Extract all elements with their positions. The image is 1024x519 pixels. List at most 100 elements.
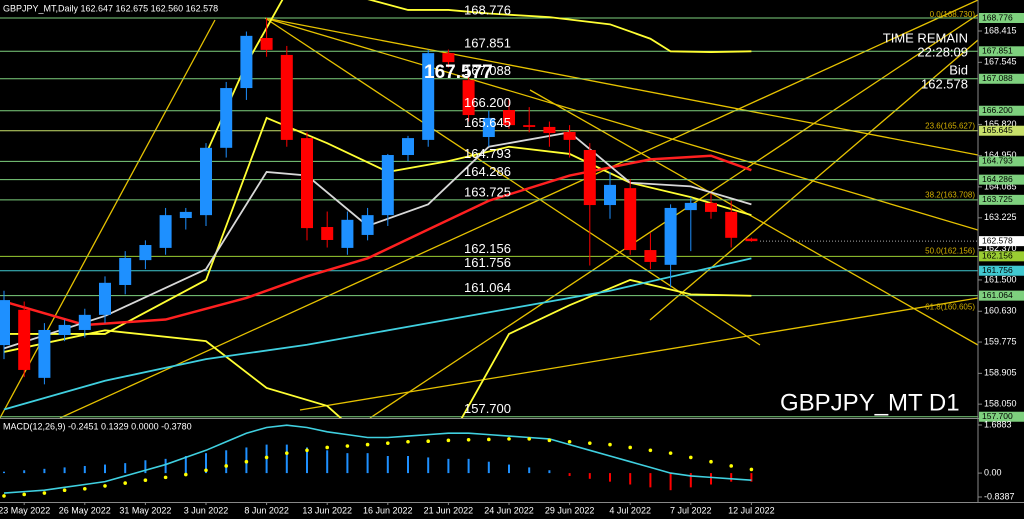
overlay-line xyxy=(205,0,752,155)
macd-signal-dot xyxy=(668,451,673,455)
macd-signal-dot xyxy=(588,441,592,445)
candle-body xyxy=(624,188,637,251)
macd-y-tick-label: 0.00 xyxy=(984,467,1002,477)
y-tick-label: 168.415 xyxy=(984,25,1017,35)
x-tick-label: 26 May 2022 xyxy=(59,505,111,515)
macd-signal-dot xyxy=(184,472,188,477)
x-tick-label: 12 Jul 2022 xyxy=(728,505,775,515)
trendline xyxy=(529,89,978,346)
candle-body xyxy=(119,257,132,285)
plot xyxy=(0,0,978,418)
candle-body xyxy=(543,126,556,134)
macd-bar xyxy=(225,450,228,474)
macd-bar xyxy=(548,470,551,474)
candle-body xyxy=(139,245,152,261)
y-tick-label: 163.225 xyxy=(984,212,1017,222)
level-box xyxy=(979,174,1024,185)
timer-title: TIME REMAIN xyxy=(883,30,968,45)
macd-signal-dot xyxy=(244,459,249,464)
macd-signal-dot xyxy=(446,438,451,443)
y-tick-label: 162.370 xyxy=(984,243,1017,253)
macd-bar xyxy=(750,473,753,482)
macd-signal-dot xyxy=(466,437,471,442)
level-box xyxy=(979,125,1024,136)
level-box-label: 157.700 xyxy=(982,411,1013,421)
x-tick-label: 3 Jun 2022 xyxy=(184,505,229,515)
y-tick-label: 158.050 xyxy=(984,399,1017,409)
macd-bar xyxy=(63,467,66,474)
macd-label: MACD(12,26,9) -0.2451 0.1329 0.0000 -0.3… xyxy=(3,421,192,431)
candle-body xyxy=(664,207,677,265)
macd-bar xyxy=(528,467,531,474)
x-tick-label: 23 May 2022 xyxy=(0,505,50,515)
candle-body xyxy=(745,238,758,242)
level-box xyxy=(979,411,1024,422)
level-box-label: 166.200 xyxy=(982,105,1013,115)
macd-bar xyxy=(669,473,672,491)
candle-body xyxy=(200,147,212,216)
macd-signal-dot xyxy=(2,494,6,498)
macd-signal-dot xyxy=(547,438,552,443)
symbol-label: GBPJPY_MT D1 xyxy=(780,389,960,416)
fib-label: 50.0(162.156) xyxy=(925,246,975,255)
macd-signal-dot xyxy=(305,448,309,453)
level-label: 165.645 xyxy=(464,115,511,130)
level-box-label: 164.286 xyxy=(982,174,1013,184)
macd-line xyxy=(3,424,752,494)
macd-y-tick-label: -0.8387 xyxy=(984,491,1015,501)
macd-signal-dot xyxy=(204,468,208,473)
macd-signal-dot xyxy=(608,442,612,447)
macd-bar xyxy=(649,473,652,488)
macd-signal-dot xyxy=(648,448,653,453)
macd-bar xyxy=(386,456,389,474)
candle-body xyxy=(99,282,111,315)
trendline xyxy=(59,0,978,418)
level-box xyxy=(979,251,1024,262)
candle-body xyxy=(583,149,596,206)
level-box-label: 163.725 xyxy=(982,194,1013,204)
macd-bar xyxy=(568,473,571,476)
level-label: 161.756 xyxy=(464,255,511,270)
macd-bar xyxy=(124,463,127,474)
candle-body xyxy=(280,54,293,140)
candle-body xyxy=(523,125,536,127)
level-box xyxy=(979,73,1024,84)
candle-body xyxy=(684,202,697,211)
level-box-label: 164.793 xyxy=(982,156,1013,166)
x-tick-label: 4 Jul 2022 xyxy=(609,505,651,515)
level-label: 162.156 xyxy=(464,241,511,256)
candle-body xyxy=(301,138,313,229)
candle-body xyxy=(402,138,414,156)
y-tick-label: 167.545 xyxy=(984,57,1017,67)
macd-bar xyxy=(427,457,430,474)
macd-signal-dot xyxy=(345,444,350,448)
level-label: 157.700 xyxy=(464,401,511,416)
macd-signal-dot xyxy=(22,492,27,497)
candle-body xyxy=(38,329,51,378)
x-tick-label: 16 Jun 2022 xyxy=(363,505,413,515)
macd-signal-dot xyxy=(749,467,754,472)
fib-label: 23.6(165.627) xyxy=(925,121,975,130)
macd-bar xyxy=(205,453,207,474)
macd-signal-dot xyxy=(224,464,228,468)
macd-bar xyxy=(730,473,733,482)
candle-body xyxy=(361,215,374,235)
overlay-line xyxy=(3,278,752,418)
candle-body xyxy=(341,219,354,248)
timer: 22:28:09 xyxy=(917,44,968,59)
macd-bar xyxy=(508,464,510,474)
y-tick-label: 160.630 xyxy=(984,306,1017,316)
level-label: 164.286 xyxy=(464,164,511,179)
level-box xyxy=(979,105,1024,116)
macd-signal-dot xyxy=(487,437,491,442)
macd-signal-dot xyxy=(264,455,269,460)
macd-bar xyxy=(689,473,692,488)
macd-y-tick-label: 1.6883 xyxy=(984,419,1012,429)
macd-bar xyxy=(3,471,5,474)
y-tick-label: 164.950 xyxy=(984,150,1017,160)
overlay-line xyxy=(3,257,752,411)
overlay-line xyxy=(3,154,752,327)
candle-body xyxy=(260,38,273,50)
macd-signal-dot xyxy=(406,439,410,444)
